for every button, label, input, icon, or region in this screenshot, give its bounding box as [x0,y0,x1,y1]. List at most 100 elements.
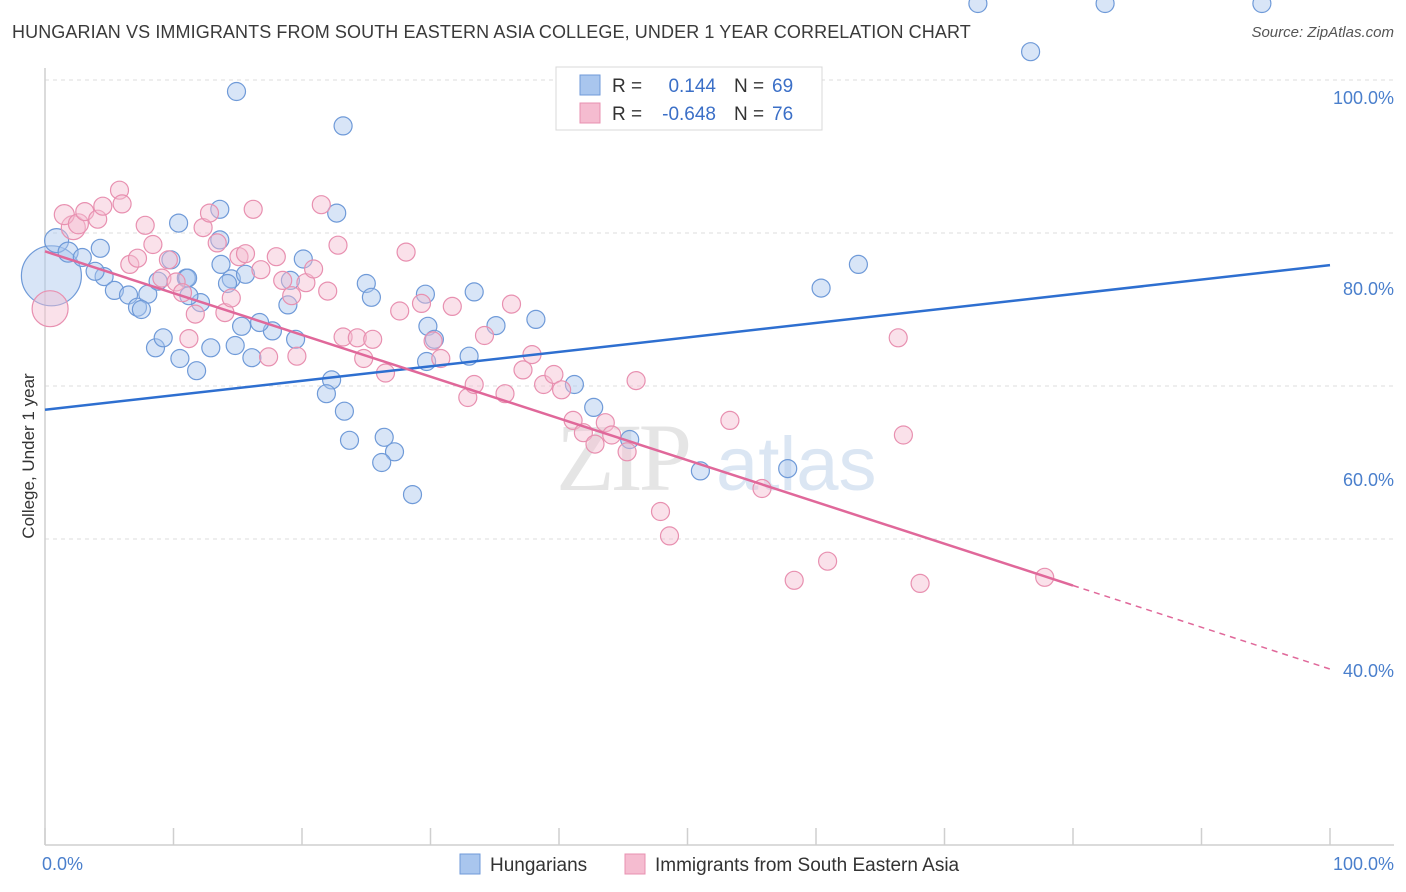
data-point-immigrants [273,270,293,290]
data-point-hungarians [210,230,230,250]
data-point-hungarians [43,228,70,254]
data-point-immigrants [152,268,172,288]
data-point-immigrants [720,410,740,430]
data-point-hungarians [1020,42,1041,62]
bottom-legend-swatch-blue [459,853,481,875]
source-label: Source: ZipAtlas.com [1251,24,1394,41]
data-point-hungarians [104,280,125,300]
data-point-immigrants [287,346,307,366]
legend-r-value-pink: -0.648 [662,104,716,125]
data-point-immigrants [513,360,533,380]
data-point-immigrants [659,526,680,546]
data-point-immigrants [363,329,383,349]
y-tick-label-40: 40.0% [1343,661,1394,681]
data-point-hungarians [20,245,83,307]
data-point-hungarians [280,270,300,290]
trend-lines [44,250,1331,670]
data-point-immigrants [617,442,637,462]
data-point-immigrants [817,551,838,571]
data-point-immigrants [390,301,410,321]
data-point-immigrants [243,199,263,219]
trend-line-hungarians [44,263,1331,411]
data-point-hungarians [584,397,604,417]
data-point-immigrants [179,329,199,349]
x-tick-label-0: 0.0% [42,854,83,874]
series-hungarians [20,0,1272,505]
data-point-hungarians [316,384,336,404]
data-point-immigrants [347,328,367,348]
data-point-immigrants [127,248,148,268]
data-point-immigrants [784,570,804,590]
data-point-hungarians [372,452,392,473]
data-point-hungarians [811,278,831,298]
trend-line-immigrants [44,250,1074,587]
data-point-hungarians [1252,0,1272,14]
data-point-immigrants [207,233,227,253]
data-point-immigrants [893,425,914,445]
bottom-legend-label-pink: Immigrants from South Eastern Asia [655,855,960,876]
y-tick-label-60: 60.0% [1343,470,1394,490]
axes [44,68,1394,846]
data-point-immigrants [311,195,331,215]
legend-r-label-blue: R = [612,76,642,97]
data-point-hungarians [90,238,110,258]
legend-n-label-blue: N = [734,76,764,97]
data-point-immigrants [411,293,432,313]
data-point-hungarians [415,284,435,304]
data-point-immigrants [431,348,451,369]
data-point-immigrants [423,331,443,351]
x-tick-label-100: 100.0% [1333,854,1394,874]
data-point-immigrants [166,272,186,292]
chart-title: HUNGARIAN VS IMMIGRANTS FROM SOUTH EASTE… [12,22,971,42]
data-point-hungarians [333,116,353,136]
data-point-immigrants [318,281,338,301]
data-point-immigrants [888,328,908,348]
data-point-hungarians [402,485,423,505]
data-point-hungarians [327,203,347,223]
data-point-hungarians [778,459,798,479]
data-point-immigrants [442,296,462,316]
data-point-hungarians [169,213,189,233]
data-point-hungarians [217,273,238,294]
data-point-hungarians [235,264,256,284]
bottom-legend-label-blue: Hungarians [490,855,587,876]
legend-swatch-blue [579,74,601,96]
legend-n-label-pink: N = [734,104,764,125]
legend-n-value-blue: 69 [772,76,793,97]
legend-n-value-pink: 76 [772,104,793,125]
data-point-immigrants [551,380,572,400]
data-point-immigrants [259,347,279,367]
y-tick-label-80: 80.0% [1343,279,1394,299]
data-point-immigrants [595,413,615,433]
data-point-immigrants [626,371,646,391]
data-point-immigrants [235,244,256,264]
data-point-immigrants [185,304,205,324]
watermark-zip: ZIP [556,404,689,511]
data-point-immigrants [251,260,271,280]
data-point-immigrants [533,374,554,395]
data-point-hungarians [968,0,988,14]
data-point-immigrants [120,254,140,274]
data-point-immigrants [199,203,220,223]
data-point-hungarians [145,338,166,358]
data-point-immigrants [282,286,302,306]
data-point-immigrants [67,213,90,235]
series-immigrants [31,180,1055,594]
data-point-immigrants [544,364,564,385]
data-point-hungarians [848,254,869,274]
data-point-immigrants [304,259,324,279]
data-point-hungarians [361,287,381,307]
data-point-hungarians [374,427,394,447]
data-point-immigrants [650,501,671,522]
data-point-hungarians [1095,0,1115,14]
y-axis-label: College, Under 1 year [19,373,38,539]
data-point-immigrants [93,196,113,216]
data-point-hungarians [293,249,313,269]
data-point-immigrants [221,288,241,308]
legend-r-label-pink: R = [612,104,642,125]
data-point-hungarians [210,199,230,219]
data-point-hungarians [339,430,360,450]
data-point-immigrants [474,325,495,346]
data-point-immigrants [910,573,930,594]
